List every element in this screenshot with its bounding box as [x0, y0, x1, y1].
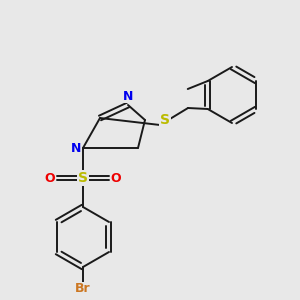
Text: Br: Br: [75, 283, 91, 296]
Text: S: S: [160, 113, 170, 127]
Text: O: O: [111, 172, 121, 184]
Text: N: N: [123, 89, 133, 103]
Text: S: S: [78, 171, 88, 185]
Text: O: O: [45, 172, 55, 184]
Text: N: N: [71, 142, 81, 154]
